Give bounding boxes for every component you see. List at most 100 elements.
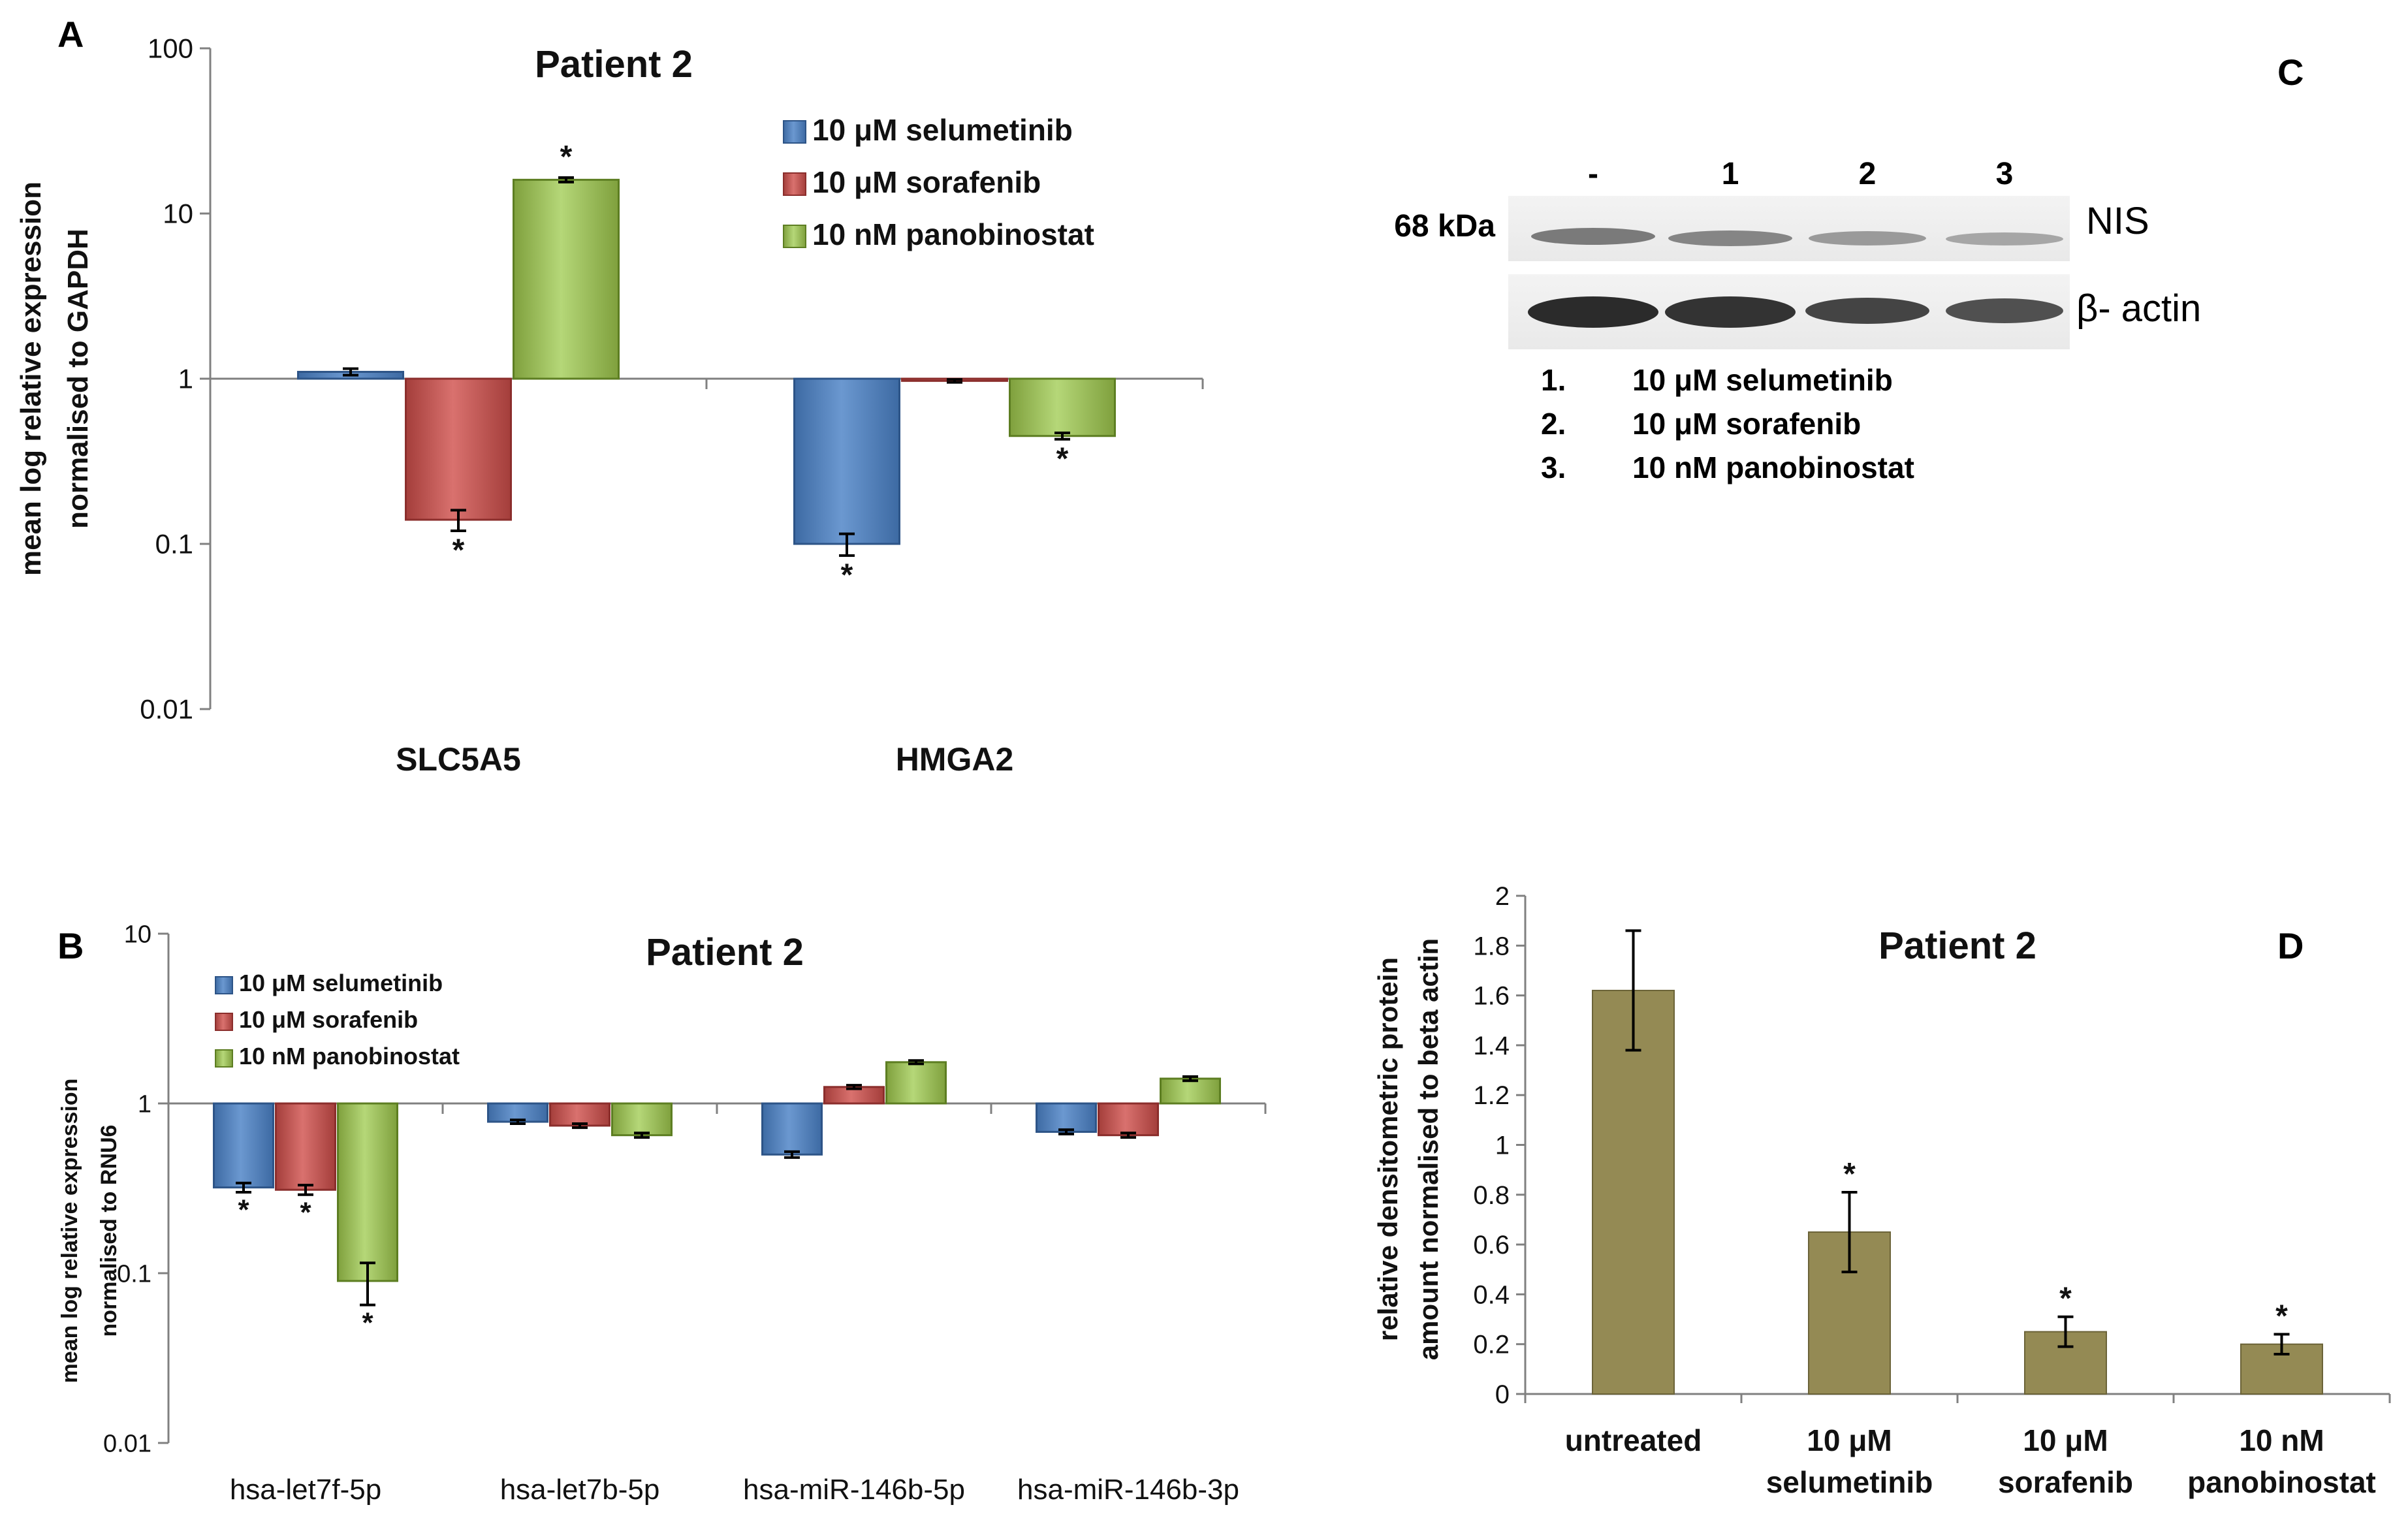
y-tick-label: 0.6	[1473, 1231, 1510, 1259]
lane-label-3: 3	[1996, 157, 2014, 191]
lane-label-0: -	[1588, 157, 1598, 191]
chart-title: Patient 2	[1878, 925, 2036, 967]
y-tick-label: 1	[178, 364, 193, 394]
bar	[549, 1102, 610, 1127]
legend-label: 10 μM selumetinib	[239, 970, 443, 996]
y-tick-label: 0.01	[103, 1430, 151, 1457]
nis-band-2	[1809, 231, 1926, 245]
y-axis-label: mean log relative expression	[57, 1079, 82, 1384]
y-tick-label: 1.4	[1473, 1032, 1510, 1060]
y-tick-label: 1	[138, 1090, 151, 1118]
y-axis-label: mean log relative expression	[15, 182, 47, 576]
key-text-1: 10 μM selumetinib	[1632, 363, 1893, 397]
panel-label-b: B	[57, 925, 84, 966]
lane-label-2: 2	[1859, 157, 1877, 191]
y-tick-label: 10	[163, 198, 193, 229]
significance-marker: *	[560, 140, 573, 174]
y-tick-label: 10	[124, 921, 151, 948]
significance-marker: *	[2059, 1282, 2072, 1316]
chart-title: Patient 2	[535, 43, 693, 86]
actin-band-3	[1946, 298, 2063, 323]
legend-label: 10 μM sorafenib	[239, 1006, 418, 1033]
significance-marker: *	[362, 1306, 373, 1338]
category-label: hsa-let7f-5p	[230, 1474, 381, 1506]
y-axis-label: amount normalised to beta actin	[1413, 938, 1444, 1360]
category-label: SLC5A5	[396, 741, 521, 778]
y-tick-label: 0.2	[1473, 1331, 1510, 1359]
y-axis-label: normalised to GAPDH	[62, 229, 94, 529]
legend-label: 10 μM selumetinib	[812, 113, 1073, 147]
legend-label: 10 nM panobinostat	[239, 1043, 460, 1069]
actin-band-0	[1528, 296, 1658, 328]
key-num-1: 1.	[1541, 363, 1566, 397]
bar	[611, 1102, 673, 1137]
chart-d: 0 0.2 0.4 0.6 0.8 1 1.2 1.4 1.6 1.8 2 untreated * 10 …	[1372, 882, 2391, 1499]
legend-swatch	[783, 172, 806, 196]
key-text-2: 10 μM sorafenib	[1632, 407, 1861, 441]
band-label-nis: NIS	[2086, 200, 2149, 242]
y-tick-label: 1	[1495, 1132, 1510, 1160]
bar	[275, 1102, 336, 1191]
category-label: panobinostat	[2187, 1465, 2376, 1499]
legend-label: 10 μM sorafenib	[812, 165, 1041, 199]
bar	[1009, 377, 1116, 437]
chart-a: 0.01 0.1 1 10 100 SLC5A5 * * HMGA2 * * Patient 2 mea…	[15, 33, 1204, 778]
category-label: hsa-let7b-5p	[500, 1474, 660, 1506]
bar	[405, 377, 512, 521]
y-axis-label: normalised to RNU6	[97, 1125, 121, 1337]
category-label: 10 μM	[2023, 1423, 2108, 1457]
y-tick-label: 0.01	[140, 694, 193, 725]
bar	[213, 1102, 274, 1189]
key-num-3: 3.	[1541, 451, 1566, 484]
category-label: selumetinib	[1766, 1465, 1933, 1499]
category-label: untreated	[1565, 1423, 1702, 1457]
western-blot: - 1 2 3 68 kDa NIS β- actin 1. 10 μM sel…	[1394, 157, 2201, 484]
y-axis-label: relative densitometric protein	[1372, 957, 1403, 1341]
nis-band-3	[1946, 232, 2063, 245]
bar	[337, 1102, 398, 1282]
category-label: hsa-miR-146b-5p	[743, 1474, 965, 1506]
significance-marker: *	[1056, 441, 1069, 476]
y-tick-label: 0.1	[155, 529, 193, 560]
panel-label-a: A	[57, 14, 84, 55]
mw-label: 68 kDa	[1394, 209, 1495, 244]
significance-marker: *	[238, 1194, 249, 1226]
category-label: HMGA2	[896, 741, 1014, 778]
legend-label: 10 nM panobinostat	[812, 217, 1094, 251]
category-label: 10 μM	[1807, 1423, 1892, 1457]
bar	[761, 1102, 823, 1156]
actin-band-2	[1805, 298, 1929, 324]
panel-label-d: D	[2277, 925, 2304, 966]
category-label: hsa-miR-146b-3p	[1017, 1474, 1239, 1506]
significance-marker: *	[841, 558, 853, 592]
legend-swatch	[215, 976, 233, 994]
bar	[1160, 1077, 1221, 1105]
legend-swatch	[783, 225, 806, 248]
actin-band-1	[1665, 296, 1796, 328]
bar	[1098, 1102, 1159, 1137]
y-tick-label: 0.4	[1473, 1280, 1510, 1309]
panel-label-c: C	[2277, 52, 2304, 93]
y-tick-label: 0.8	[1473, 1181, 1510, 1210]
band-label-actin: β- actin	[2076, 287, 2201, 330]
y-tick-label: 1.6	[1473, 982, 1510, 1011]
category-label: sorafenib	[1998, 1465, 2133, 1499]
key-num-2: 2.	[1541, 407, 1566, 441]
legend-swatch	[215, 1013, 233, 1031]
nis-band-1	[1668, 230, 1792, 246]
bar	[1036, 1102, 1097, 1133]
significance-marker: *	[2275, 1299, 2288, 1333]
y-tick-label: 2	[1495, 882, 1510, 911]
legend-swatch	[783, 120, 806, 144]
chart-b: 0.01 0.1 1 10 hsa-let7f-5p * * * hsa-let7b-5p hsa…	[57, 921, 1267, 1506]
chart-title: Patient 2	[646, 931, 804, 974]
y-tick-label: 0	[1495, 1380, 1510, 1409]
y-tick-label: 100	[148, 33, 193, 64]
nis-band-0	[1531, 228, 1655, 245]
bar	[513, 178, 620, 380]
y-tick-label: 1.8	[1473, 932, 1510, 960]
significance-marker: *	[452, 533, 465, 568]
key-text-3: 10 nM panobinostat	[1632, 451, 1914, 484]
y-tick-label: 1.2	[1473, 1081, 1510, 1110]
